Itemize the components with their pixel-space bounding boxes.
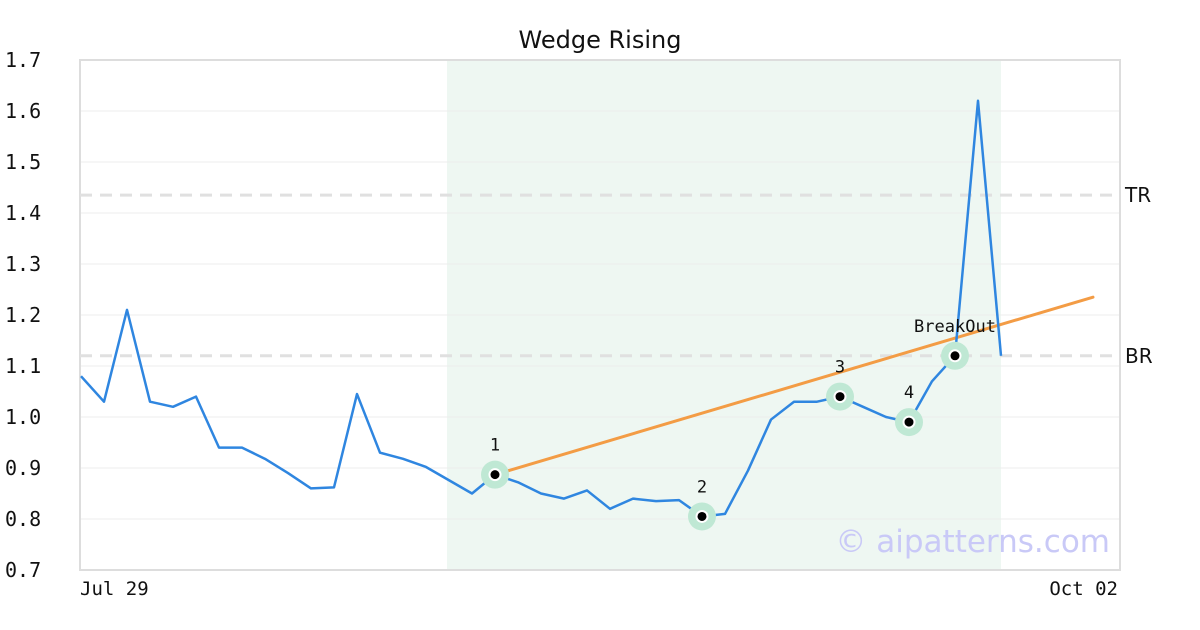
pattern-point-marker bbox=[948, 349, 962, 363]
x-tick-label-start: Jul 29 bbox=[80, 578, 149, 600]
y-tick-label: 1.4 bbox=[5, 201, 41, 225]
y-tick-label: 0.8 bbox=[5, 507, 41, 531]
plot-frame bbox=[79, 59, 1121, 571]
y-tick-label: 1.5 bbox=[5, 150, 41, 174]
reference-label-br: BR bbox=[1125, 344, 1153, 368]
y-tick-label: 0.9 bbox=[5, 456, 41, 480]
y-tick-label: 1.0 bbox=[5, 405, 41, 429]
x-tick-label-end: Oct 02 bbox=[1049, 578, 1118, 600]
x-axis-ticks: Jul 29 Oct 02 bbox=[80, 578, 1118, 600]
pattern-point-marker bbox=[488, 468, 502, 482]
pattern-point-marker bbox=[833, 390, 847, 404]
y-axis-ticks: 0.7 0.8 0.9 1.0 1.1 1.2 1.3 1.4 1.5 1.6 1.7 bbox=[5, 48, 41, 582]
y-tick-label: 1.6 bbox=[5, 99, 41, 123]
pattern-point-label: 4 bbox=[904, 383, 914, 403]
pattern-point-label: BreakOut bbox=[914, 317, 996, 337]
trendline-layer bbox=[493, 295, 1095, 477]
y-tick-label: 1.2 bbox=[5, 303, 41, 327]
watermark: © aipatterns.com bbox=[835, 524, 1110, 560]
y-tick-label: 0.7 bbox=[5, 558, 41, 582]
pattern-point-label: 1 bbox=[490, 436, 500, 456]
reference-label-tr: TR bbox=[1124, 183, 1151, 207]
pattern-points-layer: 1 2 3 4 BreakOut bbox=[481, 317, 996, 531]
pattern-point-label: 2 bbox=[697, 477, 707, 497]
pattern-point-marker bbox=[695, 509, 709, 523]
y-tick-label: 1.3 bbox=[5, 252, 41, 276]
y-tick-label: 1.1 bbox=[5, 354, 41, 378]
wedge-trendline bbox=[493, 295, 1095, 477]
y-tick-label: 1.7 bbox=[5, 48, 41, 72]
pattern-point-label: 3 bbox=[835, 358, 845, 378]
chart-title: Wedge Rising bbox=[519, 26, 682, 54]
pattern-point-marker bbox=[902, 415, 916, 429]
